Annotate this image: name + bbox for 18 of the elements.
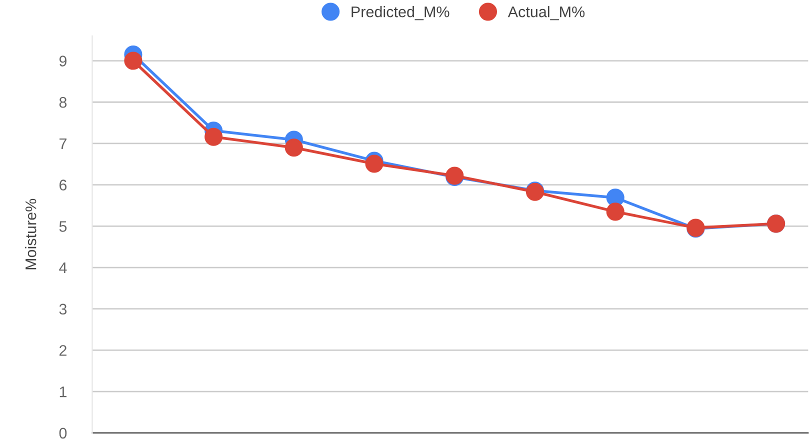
- point: [606, 202, 624, 221]
- legend-label: Actual_M%: [508, 6, 585, 20]
- y-tick-label: 1: [60, 386, 66, 398]
- y-tick-label: 0: [59, 428, 67, 439]
- y-axis-title: Moisture%: [25, 198, 36, 270]
- y-tick-label: 5: [59, 221, 67, 232]
- point: [284, 138, 303, 157]
- legend-label: Predicted_M%: [352, 6, 450, 20]
- y-tick-label: 2: [60, 345, 66, 356]
- y-tick-label: 3: [59, 304, 67, 315]
- point: [204, 128, 223, 146]
- point: [365, 154, 384, 173]
- y-tick-label: 4: [59, 262, 67, 274]
- y-tick-label: 9: [59, 56, 67, 66]
- y-tick-label: 7: [60, 138, 66, 150]
- y-tick-label: 8: [59, 96, 67, 108]
- point: [124, 52, 142, 70]
- y-tick-label: 6: [60, 180, 67, 190]
